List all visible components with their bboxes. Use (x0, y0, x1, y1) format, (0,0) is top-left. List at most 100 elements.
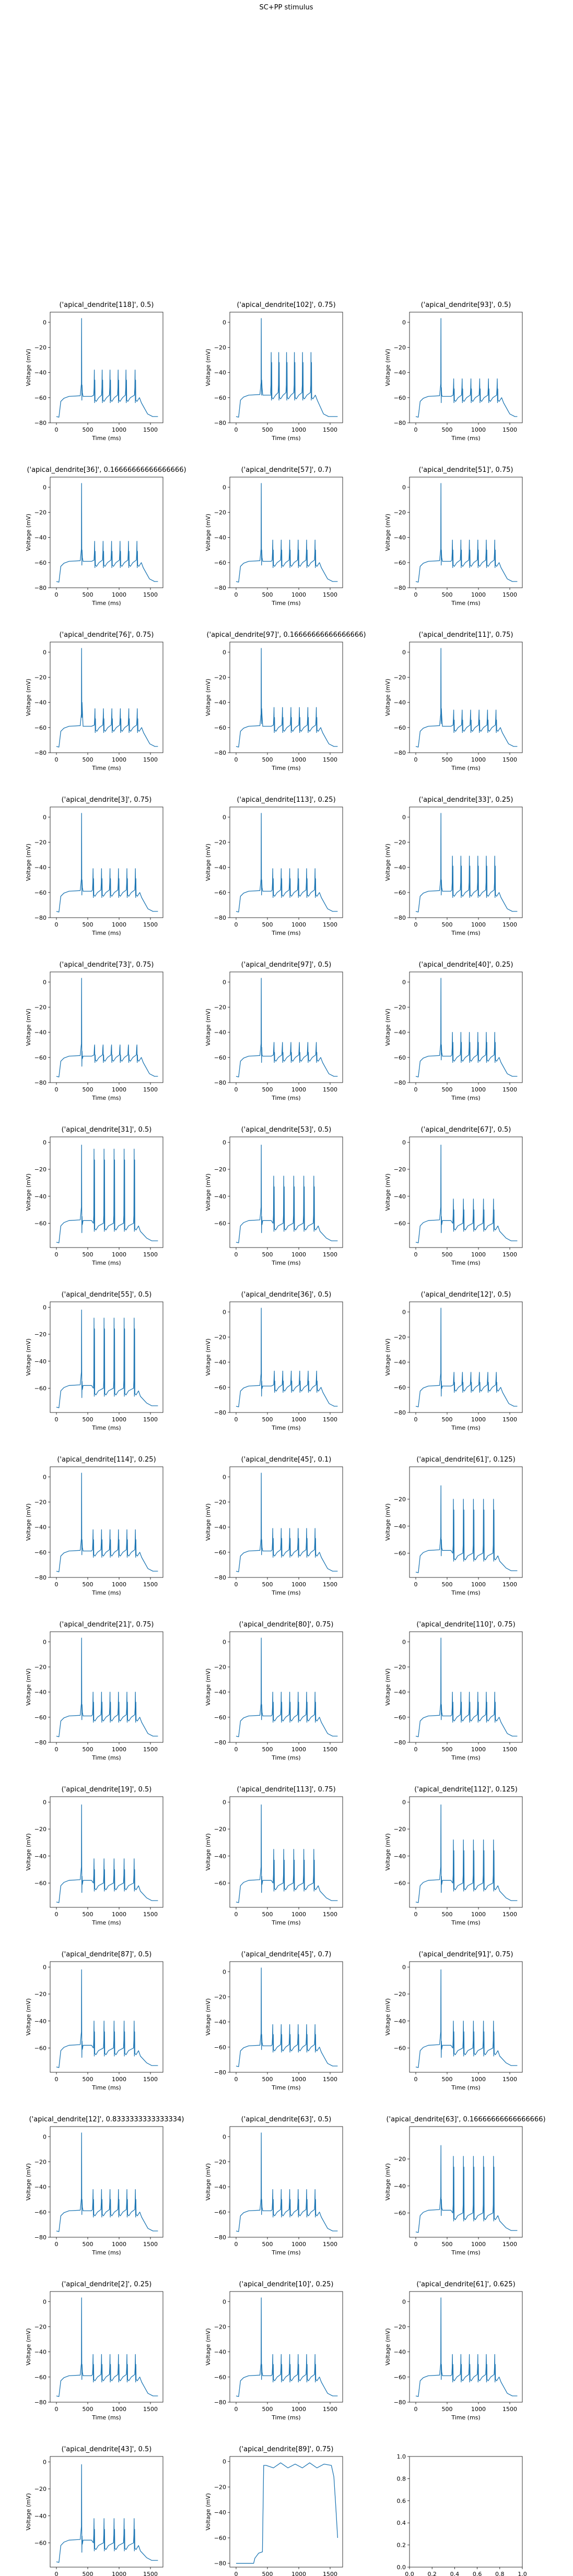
y-tick-label: −20 (394, 2323, 406, 2330)
subplot-title: ('apical_dendrite[97]', 0.5) (241, 961, 332, 969)
y-axis-label: Voltage (mV) (25, 1833, 32, 1871)
x-tick-label: 1500 (143, 1581, 158, 1588)
x-tick-label: 1500 (143, 1251, 158, 1258)
y-tick-label: −80 (394, 585, 406, 591)
y-tick-label: −40 (214, 1689, 226, 1696)
voltage-trace (236, 1144, 338, 1243)
x-tick-label: 500 (83, 426, 93, 433)
y-tick-label: 0 (223, 1799, 226, 1806)
x-tick-label: 500 (83, 2571, 93, 2576)
y-axis-label: Voltage (mV) (384, 1833, 391, 1871)
y-axis-label: Voltage (mV) (205, 2493, 212, 2531)
y-tick-label: 0 (43, 1139, 46, 1146)
x-axis-label: Time (ms) (451, 435, 480, 442)
subplot-16: ('apical_dendrite[31]', 0.5) 0 500 1000 1500… (25, 1126, 163, 1266)
y-tick-label: −20 (394, 674, 406, 681)
y-tick-label: 0 (223, 1309, 226, 1315)
x-tick-label: 1000 (112, 1086, 126, 1093)
x-tick-label: 1000 (471, 756, 486, 763)
y-tick-label: −40 (394, 1523, 406, 1530)
y-tick-label: −60 (394, 1054, 406, 1061)
x-tick-label: 0 (414, 756, 418, 763)
y-axis-label: Voltage (mV) (205, 2163, 212, 2201)
subplot-title: ('apical_dendrite[10]', 0.25) (239, 2281, 333, 2288)
y-tick-label: −20 (34, 1826, 46, 1833)
x-tick-label: 500 (262, 2571, 273, 2576)
subplot-title: ('apical_dendrite[61]', 0.625) (416, 2281, 515, 2288)
y-tick-label: −20 (214, 2158, 226, 2165)
x-axis-label: Time (ms) (271, 2249, 300, 2256)
subplot-grid: ('apical_dendrite[118]', 0.5) 0 500 1000 150… (25, 301, 546, 2576)
voltage-trace (415, 483, 518, 583)
y-tick-label: 0 (223, 979, 226, 986)
x-axis-label: Time (ms) (451, 1754, 480, 1761)
x-axis-label: Time (ms) (91, 1095, 121, 1101)
y-axis-label: Voltage (mV) (25, 1008, 32, 1046)
x-tick-label: 0 (235, 591, 238, 598)
x-tick-label: 1500 (502, 591, 517, 598)
x-tick-label: 1.0 (518, 2571, 527, 2576)
y-tick-label: −20 (394, 839, 406, 846)
y-tick-label: 0.2 (397, 2542, 406, 2549)
x-tick-label: 1500 (143, 2076, 158, 2083)
y-tick-label: −80 (34, 2399, 46, 2406)
y-tick-label: −40 (214, 1029, 226, 1036)
x-tick-label: 1000 (471, 2076, 486, 2083)
voltage-trace (236, 1473, 338, 1572)
x-tick-label: 500 (442, 2241, 453, 2248)
y-tick-label: 0 (43, 649, 46, 656)
voltage-trace (236, 2297, 338, 2397)
x-tick-label: 0 (414, 1581, 418, 1588)
x-tick-label: 0.2 (427, 2571, 437, 2576)
x-tick-label: 1000 (112, 2241, 126, 2248)
subplot-title: ('apical_dendrite[12]', 0.83333333333333… (29, 2116, 184, 2123)
x-tick-label: 0 (235, 1746, 238, 1753)
y-tick-label: −40 (214, 1193, 226, 1200)
x-tick-label: 1000 (291, 756, 306, 763)
axes-frame (409, 1301, 523, 1413)
subplot-31: ('apical_dendrite[87]', 0.5) 0 500 1000 1500… (25, 1951, 163, 2091)
x-tick-label: 500 (442, 2406, 453, 2413)
y-tick-label: −60 (394, 725, 406, 731)
x-tick-label: 1000 (471, 591, 486, 598)
x-tick-label: 0 (55, 2241, 59, 2248)
y-tick-label: −60 (394, 1714, 406, 1721)
x-tick-label: 1500 (502, 1581, 517, 1588)
subplot-9: ('apical_dendrite[11]', 0.75) 0 500 1000 150… (384, 631, 523, 771)
voltage-trace (236, 1967, 338, 2067)
x-tick-label: 1500 (143, 2406, 158, 2413)
y-tick-label: 0 (402, 1799, 406, 1806)
x-tick-label: 0 (414, 1251, 418, 1258)
subplot-8: ('apical_dendrite[97]', 0.16666666666666… (205, 631, 366, 771)
axes-frame (50, 1466, 163, 1578)
y-tick-label: −60 (34, 1714, 46, 1721)
y-tick-label: −60 (394, 1550, 406, 1557)
voltage-trace (236, 2132, 338, 2232)
y-tick-label: −40 (394, 2018, 406, 2025)
y-tick-label: −60 (214, 1384, 226, 1391)
y-tick-label: −60 (394, 560, 406, 566)
y-tick-label: −60 (34, 2539, 46, 2546)
y-tick-label: −60 (214, 1220, 226, 1227)
subplot-title: ('apical_dendrite[76]', 0.75) (59, 631, 154, 639)
y-tick-label: −60 (394, 1384, 406, 1391)
y-tick-label: 0.6 (397, 2498, 406, 2504)
y-tick-label: 0 (402, 979, 406, 986)
y-tick-label: −20 (214, 2323, 226, 2330)
axes-frame (409, 2456, 523, 2568)
x-tick-label: 1500 (323, 1911, 337, 1918)
y-tick-label: −20 (214, 1166, 226, 1173)
y-tick-label: −80 (394, 915, 406, 921)
subplot-title: ('apical_dendrite[87]', 0.5) (62, 1951, 152, 1958)
subplot-title: ('apical_dendrite[55]', 0.5) (62, 1291, 152, 1299)
axes-frame (409, 312, 523, 423)
x-tick-label: 1000 (471, 1416, 486, 1423)
x-axis-label: Time (ms) (271, 1260, 300, 1266)
x-tick-label: 1500 (323, 2571, 337, 2576)
x-tick-label: 500 (442, 1416, 453, 1423)
y-tick-label: −20 (394, 1166, 406, 1173)
subplot-title: ('apical_dendrite[45]', 0.7) (241, 1951, 332, 1958)
subplot-title: ('apical_dendrite[11]', 0.75) (418, 631, 513, 639)
x-tick-label: 0 (414, 426, 418, 433)
